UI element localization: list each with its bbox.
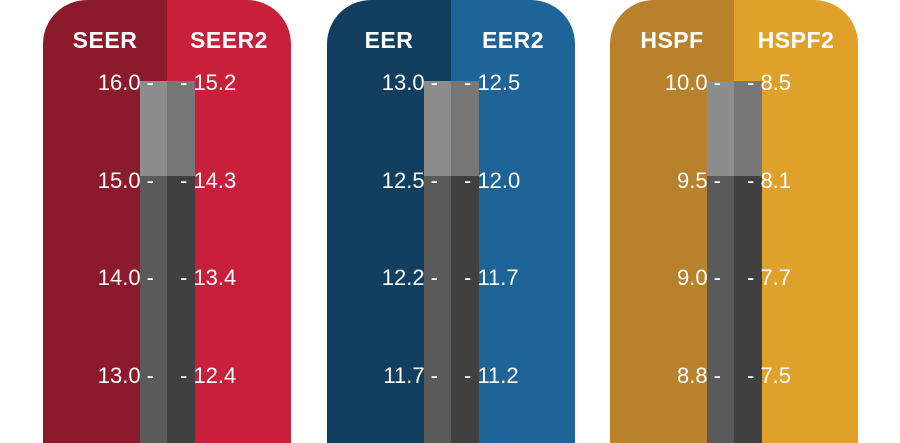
eer-tick: 11.7 - <box>383 363 438 388</box>
eer2-tick: - 12.5 <box>464 70 521 95</box>
eer-gauge-tube <box>424 81 479 443</box>
hspf-gauge-tube <box>707 81 762 443</box>
gauge-lower-right <box>451 176 479 443</box>
seer-rating-panel: SEER SEER2 16.0 - 15.0 - 14.0 - 13.0 - -… <box>43 0 291 443</box>
eer-label: EER <box>364 27 414 53</box>
hspf-tick: 9.5 - <box>676 168 721 193</box>
hspf-tick: 10.0 - <box>664 70 721 95</box>
gauge-lower-left <box>424 176 451 443</box>
seer2-label: SEER2 <box>190 27 268 53</box>
seer-tick: 16.0 - <box>97 70 154 95</box>
gauge-upper-right <box>734 81 762 176</box>
hspf2-tick: - 7.7 <box>747 265 792 290</box>
seer2-tick: - 15.2 <box>180 70 237 95</box>
hspf-tick: 8.8 - <box>676 363 721 388</box>
hspf-rating-panel: HSPF HSPF2 10.0 - 9.5 - 9.0 - 8.8 - - 8.… <box>610 0 858 443</box>
seer2-tick: - 12.4 <box>180 363 237 388</box>
eer-rating-panel: EER EER2 13.0 - 12.5 - 12.2 - 11.7 - - 1… <box>327 0 575 443</box>
seer-tick: 14.0 - <box>97 265 154 290</box>
gauge-lower-left <box>140 176 167 443</box>
seer-gauge-tube <box>140 81 195 443</box>
gauge-upper-left <box>707 81 734 176</box>
hspf-label: HSPF <box>640 27 704 53</box>
seer-tick: 15.0 - <box>97 168 154 193</box>
gauge-lower-right <box>167 176 195 443</box>
eer-tick: 13.0 - <box>381 70 438 95</box>
eer2-tick: - 12.0 <box>464 168 521 193</box>
eer2-tick: - 11.7 <box>464 265 519 290</box>
seer2-tick: - 14.3 <box>180 168 237 193</box>
eer2-tick: - 11.2 <box>464 363 519 388</box>
hspf2-tick: - 8.1 <box>747 168 792 193</box>
hspf2-tick: - 8.5 <box>747 70 792 95</box>
eer-tick: 12.2 - <box>381 265 438 290</box>
hspf2-label: HSPF2 <box>757 27 835 53</box>
seer2-tick: - 13.4 <box>180 265 237 290</box>
eer-tick: 12.5 - <box>381 168 438 193</box>
hspf2-tick: - 7.5 <box>747 363 792 388</box>
gauge-upper-right <box>451 81 479 176</box>
seer-label: SEER <box>72 27 138 53</box>
gauge-lower-left <box>707 176 734 443</box>
hspf-tick: 9.0 - <box>676 265 721 290</box>
seer-tick: 13.0 - <box>97 363 154 388</box>
gauge-lower-right <box>734 176 762 443</box>
gauge-upper-left <box>140 81 167 176</box>
eer2-label: EER2 <box>481 27 545 53</box>
gauge-upper-right <box>167 81 195 176</box>
gauge-upper-left <box>424 81 451 176</box>
